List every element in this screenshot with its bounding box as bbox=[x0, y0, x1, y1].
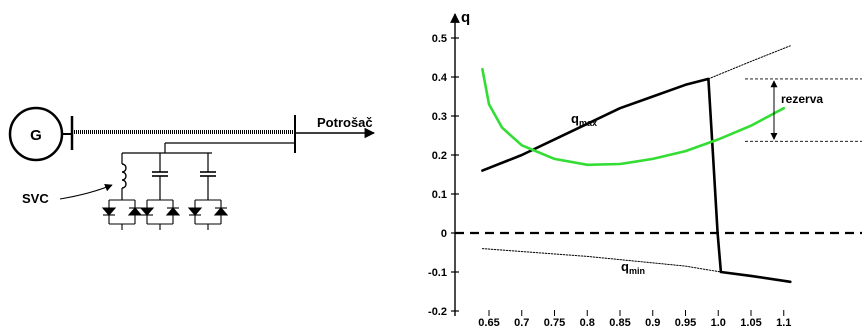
svc-pointer-arrow bbox=[59, 184, 113, 200]
x-tick-label: 0.95 bbox=[675, 317, 696, 329]
x-tick-label: 0.75 bbox=[544, 317, 565, 329]
x-tick-label: 0.9 bbox=[645, 317, 660, 329]
x-tick-label: 0.65 bbox=[478, 317, 499, 329]
q-min-label: qmin bbox=[621, 259, 645, 276]
series-q-min bbox=[481, 248, 722, 273]
y-axis-label: q bbox=[461, 9, 470, 26]
series-green bbox=[481, 67, 786, 167]
series-q-max-extension bbox=[707, 45, 791, 80]
thyristor-valve-2 bbox=[139, 199, 181, 230]
y-tick-label: -0.2 bbox=[428, 306, 447, 318]
y-tick-label: 0.2 bbox=[432, 150, 447, 162]
x-tick-label: 0.85 bbox=[609, 317, 630, 329]
x-tick-label: 1.0 bbox=[711, 317, 726, 329]
rezerva-label: rezerva bbox=[781, 92, 823, 106]
x-tick-label: 1.05 bbox=[740, 317, 761, 329]
thyristor-valve-3 bbox=[187, 199, 229, 230]
y-tick-label: 0.4 bbox=[432, 72, 448, 84]
x-tick-label: 0.8 bbox=[580, 317, 595, 329]
y-tick-label: 0.3 bbox=[432, 111, 447, 123]
q-chart: q 0.5 0.4 0.3 0.2 0.1 0 -0.1 -0.2 0.65 0.7 0.75 0.8 0… bbox=[428, 9, 862, 329]
y-tick-label: 0 bbox=[441, 228, 447, 240]
svc-diagram: G Potrošač bbox=[8, 106, 376, 230]
y-tick-label: -0.1 bbox=[428, 267, 447, 279]
y-tick-label: 0.5 bbox=[432, 33, 447, 45]
series-q-max bbox=[481, 77, 792, 284]
reactor-coil bbox=[121, 163, 127, 189]
q-max-label: qmax bbox=[571, 111, 597, 128]
load-label: Potrošač bbox=[317, 115, 373, 130]
x-tick-label: 0.7 bbox=[514, 317, 529, 329]
y-tick-label: 0.1 bbox=[432, 189, 447, 201]
svc-label: SVC bbox=[22, 191, 49, 206]
generator-label: G bbox=[30, 127, 42, 144]
thyristor-valve-1 bbox=[101, 199, 143, 230]
x-tick-label: 1.1 bbox=[776, 317, 791, 329]
